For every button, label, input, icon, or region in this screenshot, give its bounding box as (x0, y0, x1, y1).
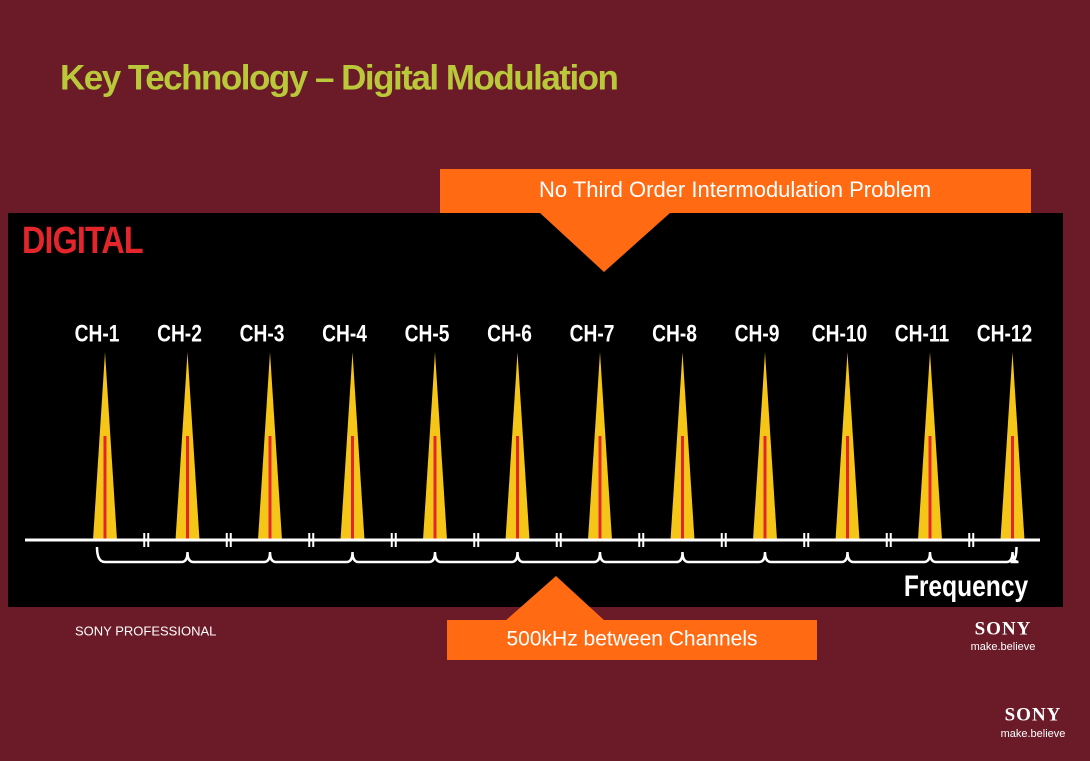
channel-label: CH-4 (322, 319, 367, 347)
channel-label: CH-5 (405, 319, 450, 347)
logo-brand: SONY (1005, 704, 1062, 725)
logo-tagline: make.believe (1001, 728, 1066, 740)
channel-label: CH-9 (735, 319, 780, 347)
channel-label: CH-8 (652, 319, 697, 347)
channels: CH-1 CH-2 CH-3 CH-4 CH-5 CH-6 CH-7 CH-8 CH-9 CH-1… (75, 319, 1032, 564)
channel-label: CH-2 (157, 319, 202, 347)
footer-text: SONY PROFESSIONAL (75, 623, 216, 638)
channel-label: CH-1 (75, 319, 120, 347)
callout-pointer (505, 576, 605, 621)
callout-box (440, 169, 1031, 213)
channel-label: CH-7 (570, 319, 615, 347)
channel-label: CH-12 (977, 319, 1032, 347)
axis-label: Frequency (904, 569, 1029, 603)
channel-label: CH-6 (487, 319, 532, 347)
channel-brace (95, 546, 1019, 564)
callout-box (447, 620, 817, 660)
channel-label: CH-3 (240, 319, 285, 347)
panel-label: DIGITAL (22, 220, 143, 262)
callout-text: No Third Order Intermodulation Problem (539, 177, 931, 202)
callout-pointer (540, 213, 670, 272)
channel-label: CH-10 (812, 319, 867, 347)
diagram-panel (8, 213, 1063, 607)
slide-title: Key Technology – Digital Modulation (60, 58, 618, 97)
logo-tagline: make.believe (971, 641, 1036, 653)
callout-text: 500kHz between Channels (507, 628, 758, 651)
logo-brand: SONY (975, 618, 1032, 639)
channel-label: CH-11 (895, 319, 949, 347)
